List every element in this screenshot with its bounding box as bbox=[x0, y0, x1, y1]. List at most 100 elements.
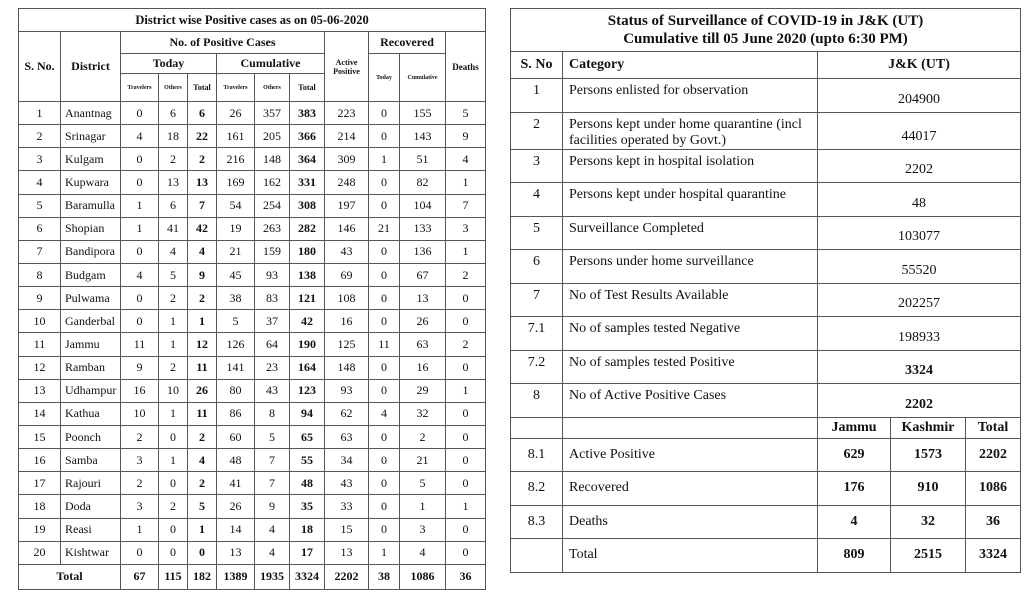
cell-value: 2202 bbox=[816, 148, 1022, 183]
cell-cum-travelers: 126 bbox=[216, 332, 255, 357]
cell-rec-today: 0 bbox=[368, 193, 400, 218]
total-label: Total bbox=[18, 563, 121, 590]
table-row: 16 Samba 3 1 4 48 7 55 34 0 21 0 bbox=[18, 448, 487, 473]
cell-category: Persons kept in hospital isolation bbox=[562, 148, 818, 183]
header-cum-total: Total bbox=[289, 73, 325, 102]
cell-active-positive: 309 bbox=[324, 147, 369, 172]
header-recovered: Recovered bbox=[368, 31, 446, 54]
cell-rec-cumulative: 51 bbox=[399, 147, 446, 172]
title-line-1: Status of Surveillance of COVID-19 in J&… bbox=[607, 13, 924, 29]
cell-today-total: 4 bbox=[187, 448, 217, 473]
cell-kashmir: 32 bbox=[890, 504, 966, 539]
cell-today-travelers: 1 bbox=[120, 193, 159, 218]
cell-rec-cumulative: 133 bbox=[399, 216, 446, 241]
cell-rec-today: 0 bbox=[368, 262, 400, 288]
cell-category: Persons under home surveillance bbox=[562, 249, 818, 284]
table-row: 20 Kishtwar 0 0 0 13 4 17 13 1 4 0 bbox=[18, 540, 487, 565]
cell-cum-total: 282 bbox=[289, 216, 325, 241]
cell-today-total: 11 bbox=[187, 355, 217, 380]
cell-rec-cumulative: 67 bbox=[399, 262, 446, 288]
cell-sno: 6 bbox=[510, 249, 563, 284]
cell-active-positive: 34 bbox=[324, 448, 369, 473]
cell-district: Poonch bbox=[60, 424, 121, 450]
cell-kashmir: 910 bbox=[890, 471, 966, 506]
table-row: 8 No of Active Positive Cases 2202 bbox=[510, 383, 1022, 418]
cell-today-total: 4 bbox=[187, 239, 217, 264]
cell-active-positive: 223 bbox=[324, 100, 369, 126]
cell-rec-cumulative: 1 bbox=[399, 494, 446, 519]
cell-sno: 7 bbox=[18, 239, 61, 264]
table-row: 9 Pulwama 0 2 2 38 83 121 108 0 13 0 bbox=[18, 286, 487, 311]
cell-district: Shopian bbox=[60, 216, 121, 241]
region-header-row: Jammu Kashmir Total bbox=[510, 416, 1022, 439]
cell-cum-others: 23 bbox=[254, 355, 290, 380]
cell-kashmir: 2515 bbox=[890, 538, 966, 573]
cell-cum-travelers: 41 bbox=[216, 471, 255, 496]
cell-active-positive: 62 bbox=[324, 401, 369, 426]
cell-rec-cumulative: 29 bbox=[399, 378, 446, 403]
cell-rec-today: 0 bbox=[368, 378, 400, 403]
cell-sno: 10 bbox=[18, 309, 61, 334]
cell-cum-others: 37 bbox=[254, 309, 290, 334]
table-row: 12 Ramban 9 2 11 141 23 164 148 0 16 0 bbox=[18, 355, 487, 380]
table-row: 6 Persons under home surveillance 55520 bbox=[510, 249, 1022, 284]
cell-today-total: 9 bbox=[187, 262, 217, 288]
table-row: 14 Kathua 10 1 11 86 8 94 62 4 32 0 bbox=[18, 401, 487, 426]
cell-sno: 15 bbox=[18, 424, 61, 450]
header-cum-others: Others bbox=[254, 73, 290, 102]
cell-deaths: 0 bbox=[444, 309, 487, 334]
cell-district: Kathua bbox=[60, 401, 121, 426]
cell-active-positive: 15 bbox=[324, 517, 369, 542]
header-rec-today: Today bbox=[368, 53, 400, 102]
cell-today-travelers: 0 bbox=[120, 239, 159, 264]
cell-sno: 8 bbox=[18, 262, 61, 288]
cell-value: 48 bbox=[816, 182, 1022, 217]
cell-cum-others: 205 bbox=[254, 124, 290, 149]
cell-sno: 2 bbox=[18, 124, 61, 149]
cell-deaths: 1 bbox=[444, 170, 487, 195]
cell-cum-others: 64 bbox=[254, 332, 290, 357]
cell-today-total: 7 bbox=[187, 193, 217, 218]
cell-today-others: 1 bbox=[158, 448, 188, 473]
cell-deaths: 0 bbox=[444, 517, 487, 542]
cell-district: Doda bbox=[60, 494, 121, 519]
cell-cum-total: 65 bbox=[289, 424, 325, 450]
cell-sno bbox=[510, 538, 563, 573]
header-jammu: Jammu bbox=[817, 416, 891, 439]
cell-today-total: 0 bbox=[187, 540, 217, 565]
header-cumulative: Cumulative bbox=[216, 53, 325, 74]
cell-deaths: 1 bbox=[444, 239, 487, 264]
blank-cell bbox=[562, 416, 818, 439]
cell-category: No of Test Results Available bbox=[562, 282, 818, 317]
cell-district: Rajouri bbox=[60, 471, 121, 496]
cell-today-total: 13 bbox=[187, 170, 217, 195]
cell-district: Anantnag bbox=[60, 100, 121, 126]
cell-sno: 17 bbox=[18, 471, 61, 496]
cell-today-others: 18 bbox=[158, 124, 188, 149]
cell-active-positive: 108 bbox=[324, 286, 369, 311]
cell-rec-cumulative: 13 bbox=[399, 286, 446, 311]
cell-today-others: 0 bbox=[158, 424, 188, 450]
cell-rec-cumulative: 2 bbox=[399, 424, 446, 450]
cell-district: Udhampur bbox=[60, 378, 121, 403]
cell-today-others: 2 bbox=[158, 286, 188, 311]
cell-today-others: 13 bbox=[158, 170, 188, 195]
cell-today-total: 6 bbox=[187, 100, 217, 126]
cell-today-total: 2 bbox=[187, 424, 217, 450]
table-row: 1 Persons enlisted for observation 204900 bbox=[510, 78, 1022, 113]
cell-cum-total: 164 bbox=[289, 355, 325, 380]
total-active-positive: 2202 bbox=[324, 563, 369, 590]
cell-value: 2202 bbox=[816, 383, 1022, 418]
table-row: 5 Baramulla 1 6 7 54 254 308 197 0 104 7 bbox=[18, 193, 487, 218]
cell-sno: 7.2 bbox=[510, 349, 563, 384]
cell-rec-cumulative: 63 bbox=[399, 332, 446, 357]
cell-total: 2202 bbox=[964, 437, 1022, 472]
cell-district: Reasi bbox=[60, 517, 121, 542]
cell-cum-total: 364 bbox=[289, 147, 325, 172]
cell-rec-today: 21 bbox=[368, 216, 400, 241]
table-title: Status of Surveillance of COVID-19 in J&… bbox=[509, 8, 1022, 52]
cell-today-total: 1 bbox=[187, 309, 217, 334]
cell-cum-others: 4 bbox=[254, 517, 290, 542]
cell-active-positive: 125 bbox=[324, 332, 369, 357]
cell-cum-others: 8 bbox=[254, 401, 290, 426]
